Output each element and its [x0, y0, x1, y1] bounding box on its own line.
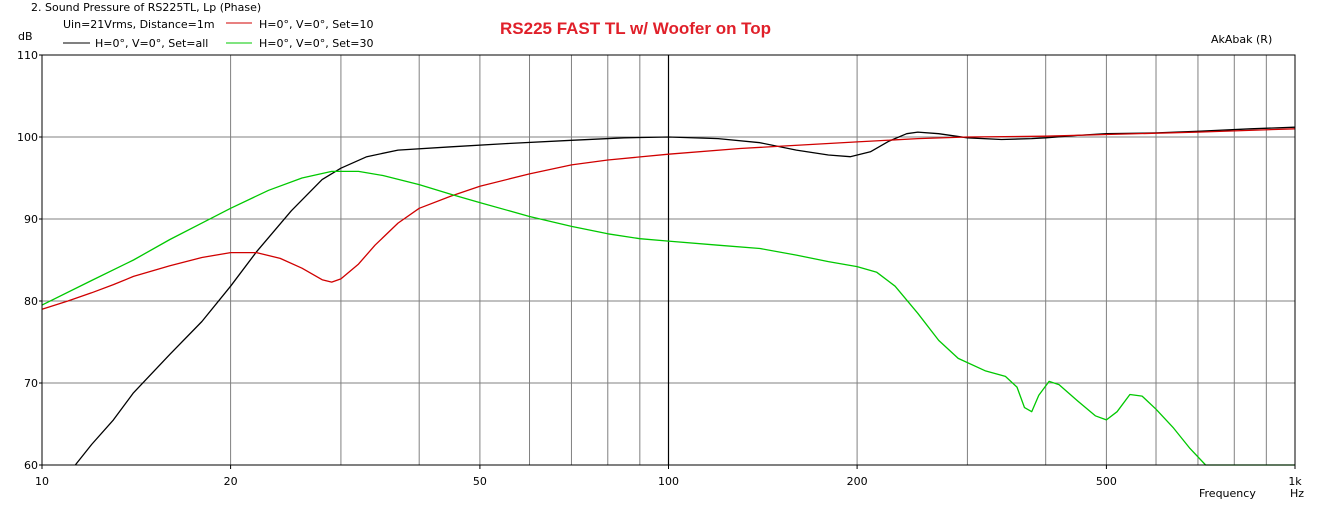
x-tick-label: 10	[35, 475, 49, 488]
plot-series	[41, 126, 1296, 466]
plot-border	[41, 54, 1296, 466]
y-tick-label: 60	[24, 459, 38, 472]
x-tick-label: 1k	[1288, 475, 1302, 488]
x-tick-label: 50	[473, 475, 487, 488]
x-axis-label: Frequency	[1199, 487, 1256, 500]
series-line-2	[41, 170, 1295, 466]
legend-label-set-all: H=0°, V=0°, Set=all	[95, 37, 208, 50]
y-tick-label: 80	[24, 295, 38, 308]
series-line-1	[41, 128, 1296, 310]
legend: H=0°, V=0°, Set=all H=0°, V=0°, Set=10 H…	[63, 18, 374, 50]
y-axis-label: dB	[18, 30, 33, 43]
x-axis-unit: Hz	[1290, 487, 1304, 500]
axis-ticks: 110 100 90 80 70 60 10 20 50 100 200 500 1k	[17, 49, 1302, 488]
x-tick-label: 100	[658, 475, 679, 488]
x-tick-label: 20	[224, 475, 238, 488]
legend-label-set-30: H=0°, V=0°, Set=30	[259, 37, 374, 50]
legend-label-set-10: H=0°, V=0°, Set=10	[259, 18, 374, 31]
y-tick-label: 90	[24, 213, 38, 226]
y-tick-label: 110	[17, 49, 38, 62]
brand-label: AkAbak (R)	[1211, 33, 1272, 46]
y-tick-label: 100	[17, 131, 38, 144]
plot-grid	[42, 55, 1295, 465]
x-tick-label: 500	[1096, 475, 1117, 488]
info-line: Uin=21Vrms, Distance=1m	[63, 18, 215, 31]
series-line-0	[74, 126, 1296, 466]
window-title: 2. Sound Pressure of RS225TL, Lp (Phase)	[31, 1, 261, 14]
y-tick-label: 70	[24, 377, 38, 390]
x-tick-label: 200	[847, 475, 868, 488]
chart-title: RS225 FAST TL w/ Woofer on Top	[500, 19, 771, 38]
